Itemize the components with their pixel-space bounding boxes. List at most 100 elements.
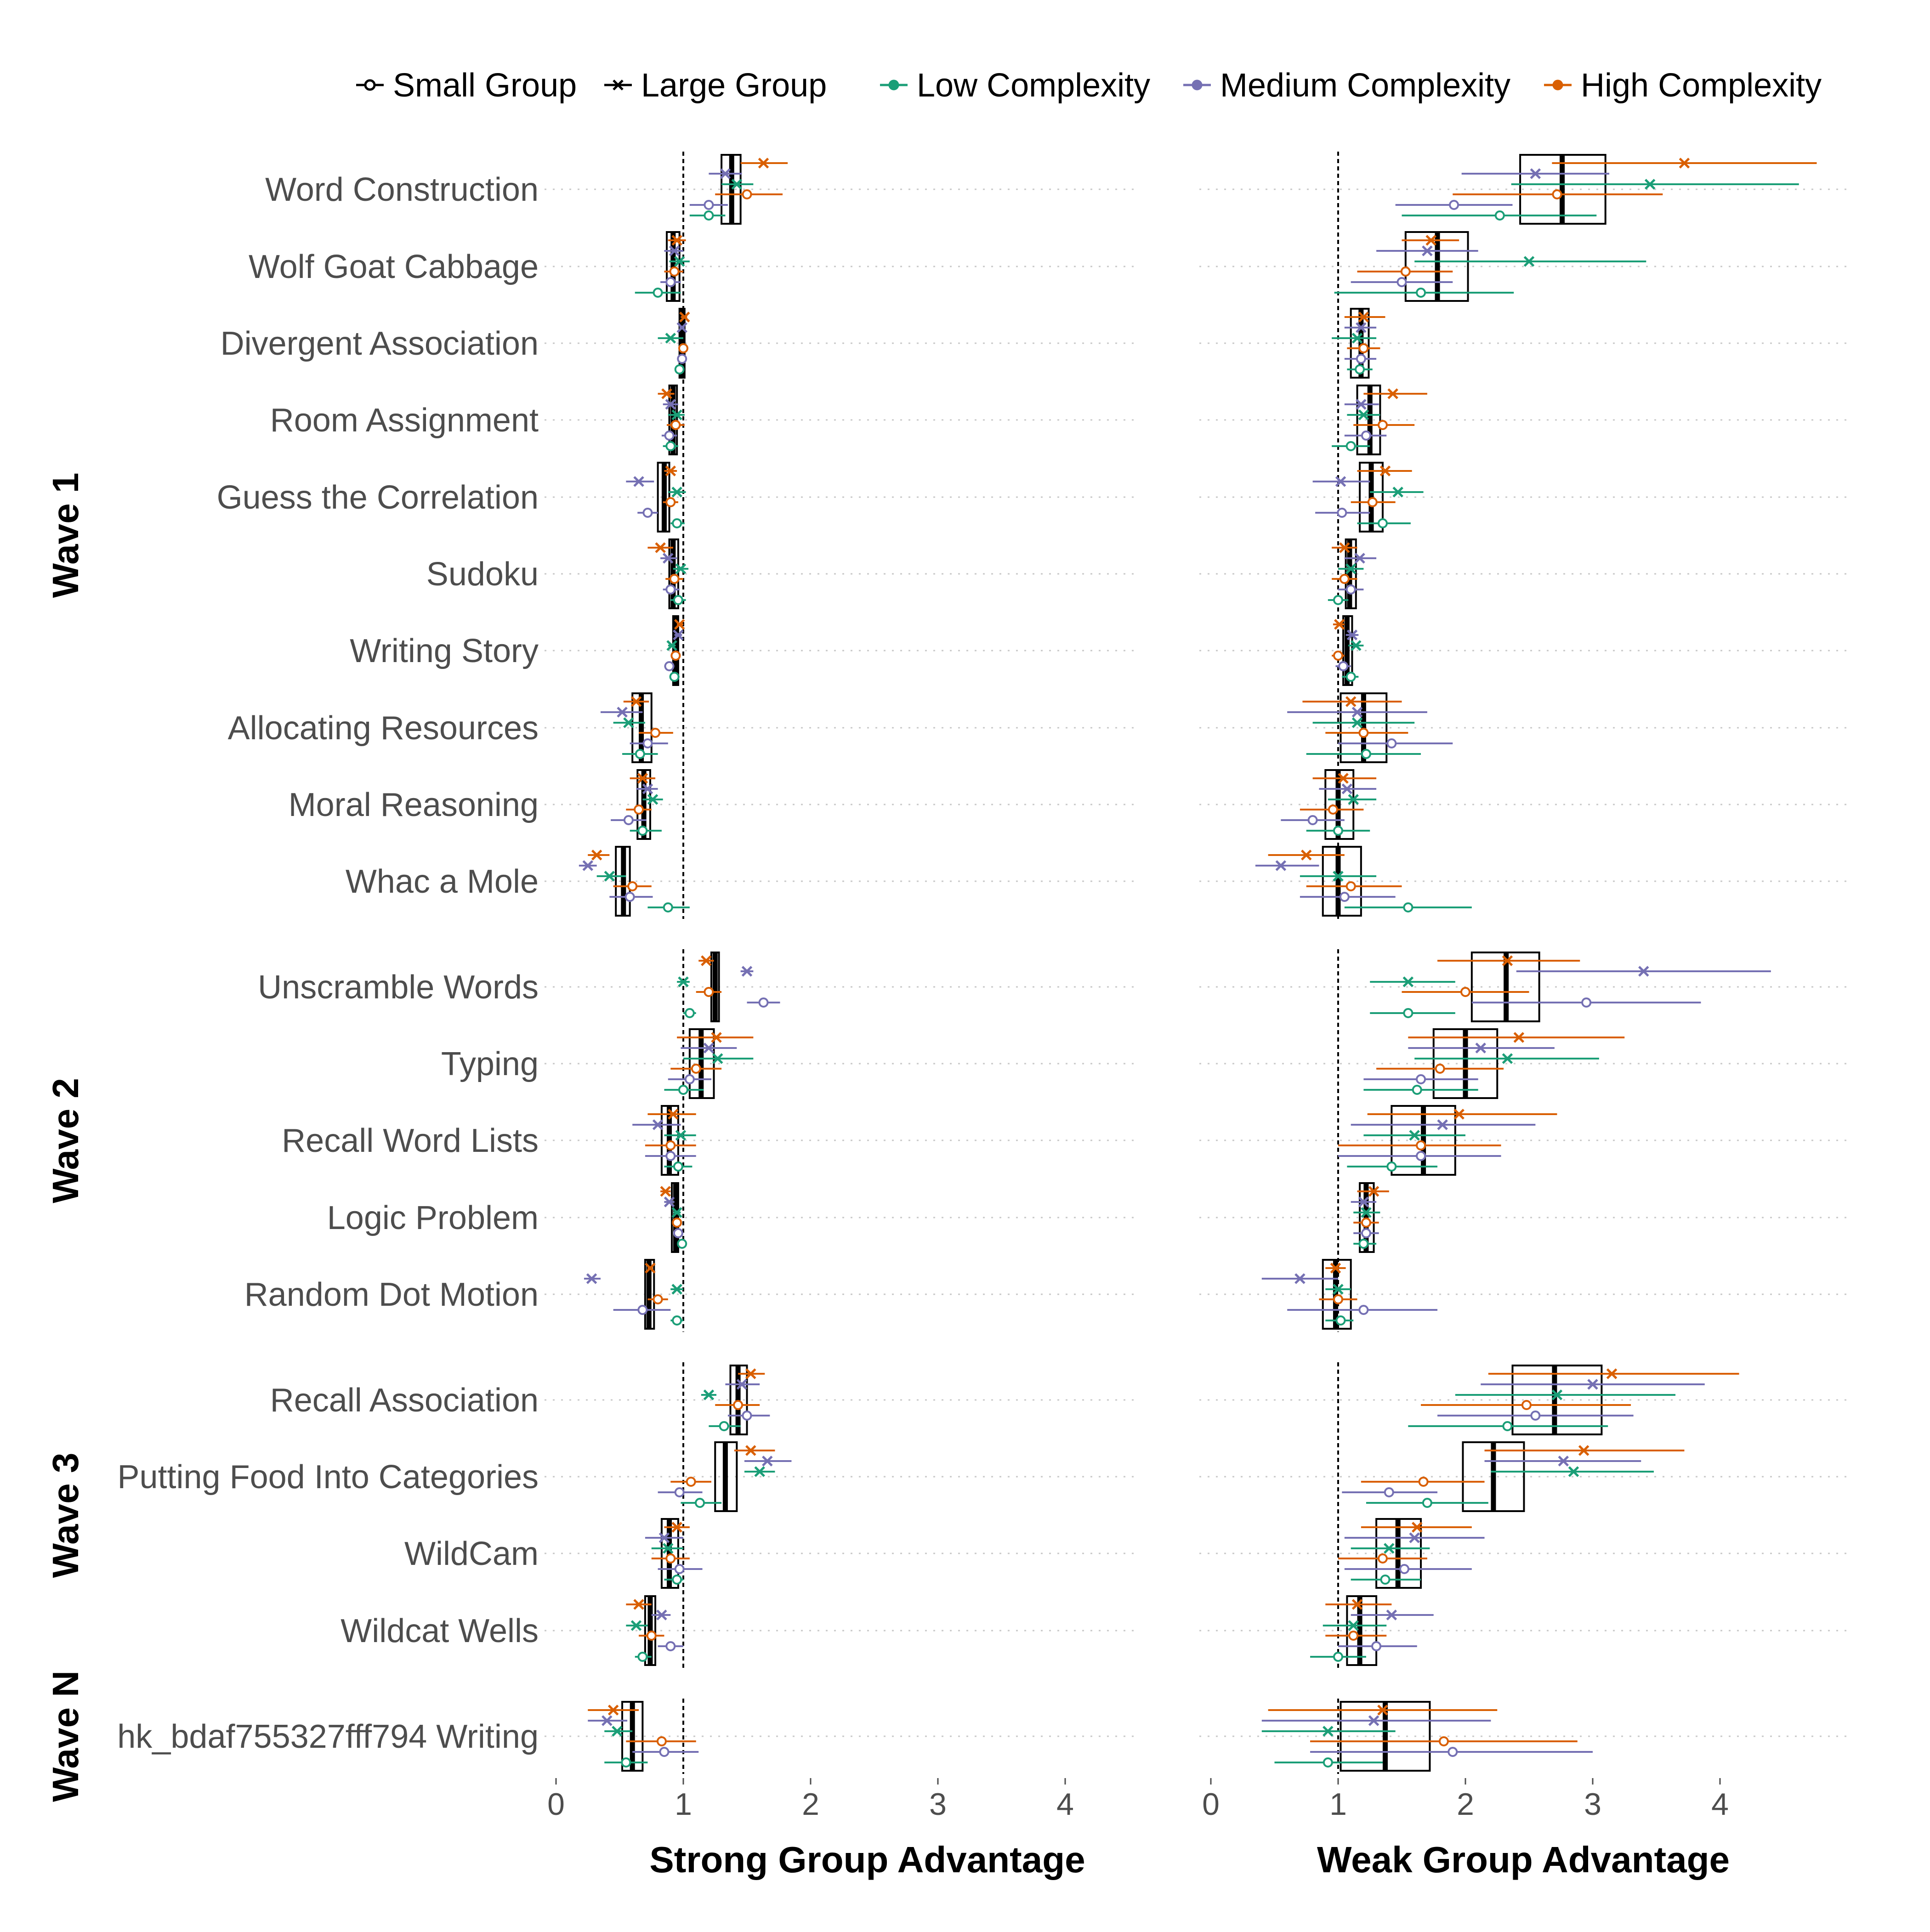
- point-small-low: [1403, 902, 1413, 912]
- point-small-medium: [665, 277, 676, 287]
- point-small-medium: [1339, 892, 1350, 902]
- point-large-high: [1453, 1109, 1465, 1120]
- task-label-guess-the-correlation: Guess the Correlation: [217, 479, 539, 516]
- point-large-medium: [665, 399, 676, 410]
- point-small-high: [1358, 728, 1369, 738]
- point-small-high: [1377, 420, 1388, 430]
- task-group-hk-bdaf755327fff794-writing-strong: [588, 1701, 699, 1772]
- legend-key-dot: [1192, 79, 1203, 91]
- point-small-low: [1502, 1421, 1513, 1431]
- point-large-high: [668, 1109, 679, 1120]
- point-small-low: [695, 1498, 705, 1508]
- point-small-medium: [758, 997, 769, 1008]
- x-tick-label: 3: [929, 1787, 947, 1822]
- point-small-high: [669, 266, 680, 277]
- point-large-medium: [1356, 322, 1367, 333]
- task-label-putting-food-into-categories: Putting Food Into Categories: [117, 1459, 539, 1496]
- task-label-allocating-resources: Allocating Resources: [228, 710, 539, 747]
- point-small-low: [674, 364, 685, 374]
- x-tick-label: 2: [802, 1787, 819, 1822]
- point-small-high: [1361, 1218, 1371, 1228]
- point-large-low: [1361, 1207, 1372, 1218]
- point-large-low: [1351, 717, 1363, 728]
- point-small-low: [1380, 1575, 1391, 1585]
- point-large-low: [1348, 1620, 1359, 1631]
- point-small-low: [1416, 288, 1426, 298]
- point-small-medium: [1361, 431, 1371, 441]
- wave-label-1: Wave 1: [45, 473, 86, 598]
- task-group-room-assignment-weak: [1332, 385, 1427, 455]
- legend-label: Low Complexity: [917, 67, 1150, 104]
- point-large-medium: [1358, 1196, 1369, 1207]
- point-small-low: [672, 1575, 682, 1585]
- point-small-medium: [1399, 1564, 1410, 1574]
- task-label-room-assignment: Room Assignment: [270, 402, 539, 439]
- point-small-low: [1361, 749, 1371, 759]
- task-group-wildcam-strong: [645, 1518, 703, 1589]
- point-large-low: [1351, 640, 1362, 651]
- point-large-high: [645, 1263, 656, 1274]
- point-large-high: [1502, 955, 1513, 966]
- point-large-high: [745, 1445, 756, 1456]
- point-large-high: [1351, 1599, 1363, 1610]
- point-small-high: [627, 881, 638, 891]
- legend-key-dot: [1552, 79, 1563, 91]
- point-large-medium: [1346, 629, 1358, 640]
- point-small-low: [1333, 595, 1343, 605]
- point-small-high: [686, 1477, 696, 1487]
- point-small-low: [1333, 1652, 1343, 1662]
- point-small-high: [1358, 343, 1369, 353]
- wave-label-3: Wave 3: [45, 1453, 86, 1578]
- legend-item-large-group: Large Group: [604, 67, 827, 104]
- task-group-allocating-resources-strong: [600, 692, 673, 763]
- point-small-low: [672, 518, 682, 528]
- legend-key-cross: [613, 79, 624, 91]
- legend-label: Small Group: [393, 67, 577, 104]
- task-label-hk-bdaf755327fff794-writing: hk_bdaf755327fff794 Writing: [117, 1718, 539, 1755]
- point-large-high: [1513, 1032, 1525, 1043]
- task-group-writing-story-strong: [664, 615, 685, 686]
- task-group-divergent-association-strong: [658, 308, 690, 379]
- point-large-medium: [1638, 966, 1649, 977]
- task-label-divergent-association: Divergent Association: [221, 325, 539, 362]
- task-group-unscramble-words-strong: [677, 952, 780, 1022]
- point-large-high: [630, 696, 642, 707]
- point-small-medium: [1345, 584, 1356, 595]
- point-large-medium: [720, 168, 731, 179]
- point-large-medium: [703, 1042, 715, 1054]
- point-small-high: [691, 1064, 701, 1074]
- point-small-high: [646, 1631, 657, 1641]
- point-small-high: [1400, 266, 1411, 277]
- point-small-low: [637, 1652, 648, 1662]
- point-large-high: [661, 388, 672, 399]
- task-label-wolf-goat-cabbage: Wolf Goat Cabbage: [249, 249, 539, 285]
- point-small-low: [621, 1757, 631, 1768]
- point-large-medium: [617, 707, 628, 718]
- point-large-medium: [652, 1119, 664, 1130]
- point-small-medium: [664, 431, 675, 441]
- task-label-whac-a-mole: Whac a Mole: [346, 863, 539, 900]
- wave-label-2: Wave 2: [45, 1078, 86, 1203]
- task-label-recall-word-lists: Recall Word Lists: [282, 1122, 539, 1159]
- point-small-high: [1416, 1140, 1426, 1150]
- point-large-low: [671, 409, 682, 420]
- box: [1322, 846, 1362, 917]
- task-group-word-construction-strong: [689, 154, 788, 225]
- point-large-low: [1523, 256, 1535, 267]
- point-small-high: [650, 728, 661, 738]
- point-large-low: [604, 871, 615, 882]
- point-large-low: [675, 1130, 687, 1141]
- point-small-medium: [677, 354, 687, 364]
- task-group-wolf-goat-cabbage-strong: [635, 231, 690, 302]
- x-tick-label: 0: [1202, 1787, 1220, 1822]
- task-label-wildcam: WildCam: [404, 1535, 539, 1572]
- task-label-recall-association: Recall Association: [270, 1382, 539, 1419]
- point-small-high: [1333, 1294, 1343, 1304]
- point-large-low: [612, 1726, 623, 1737]
- point-small-low: [1386, 1161, 1397, 1172]
- point-large-high: [660, 1186, 671, 1197]
- point-small-high: [670, 651, 681, 661]
- point-large-medium: [1368, 1715, 1379, 1726]
- point-small-low: [704, 210, 714, 221]
- point-large-low: [671, 1207, 682, 1218]
